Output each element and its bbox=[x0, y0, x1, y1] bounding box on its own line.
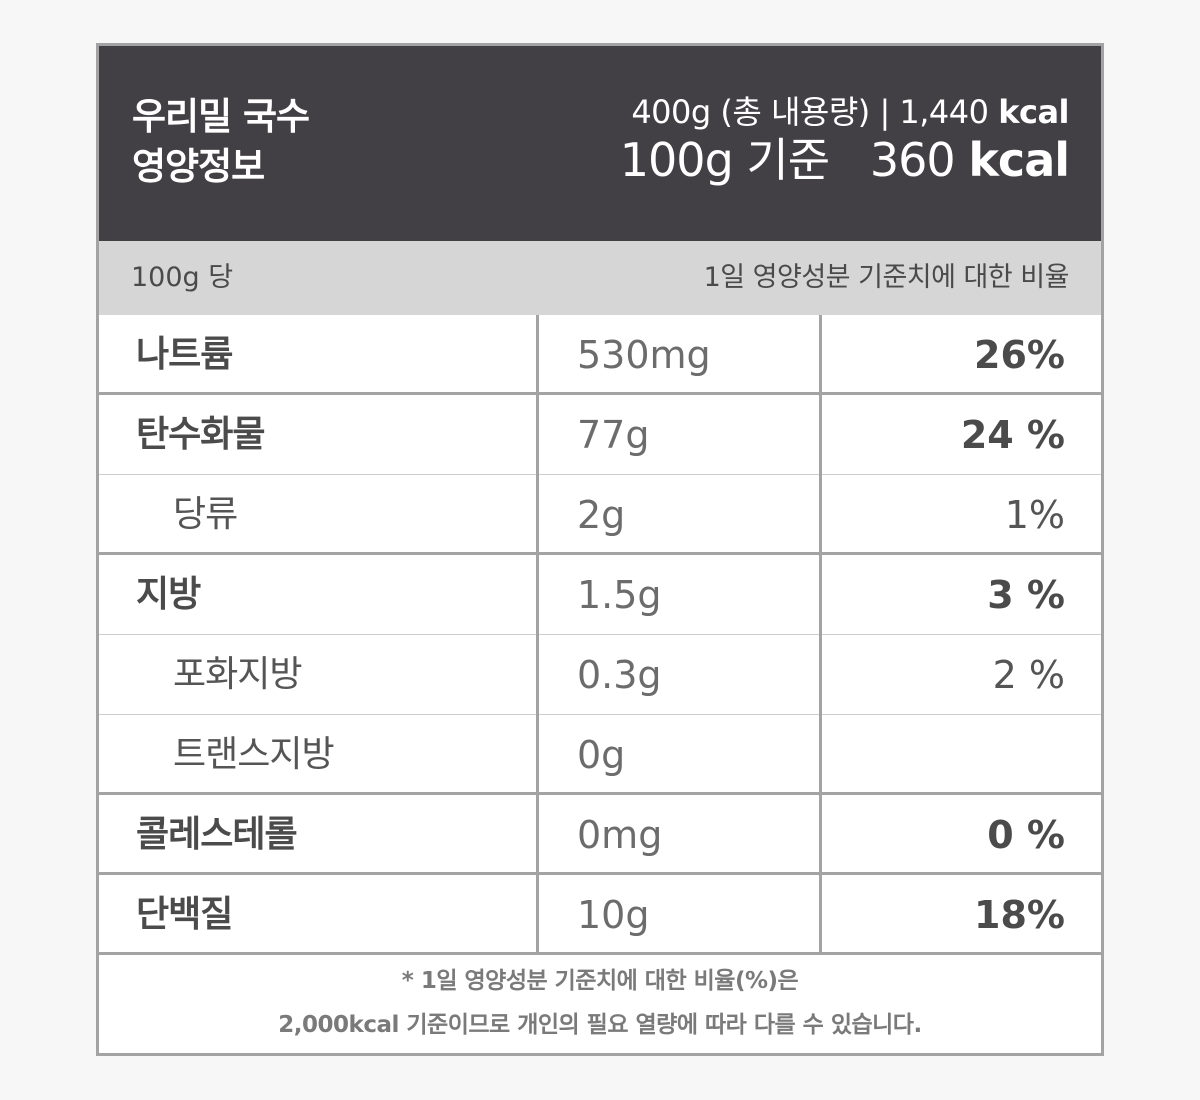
nutrient-name: 트랜스지방 bbox=[173, 734, 335, 775]
nutrient-row-fat: 지방 1.5g 3 % bbox=[99, 555, 1101, 635]
nutrient-percent: 18% bbox=[974, 893, 1065, 937]
nutrient-amount: 2g bbox=[577, 493, 626, 537]
nutrition-header: 우리밀 국수 영양정보 400g (총 내용량) | 1,440 kcal 10… bbox=[99, 46, 1101, 241]
nutrient-row-saturated-fat: 포화지방 0.3g 2 % bbox=[99, 635, 1101, 715]
nutrient-name: 나트륨 bbox=[136, 334, 233, 375]
per100g-calories-unit: kcal bbox=[968, 133, 1070, 187]
column-subheader: 100g 당 1일 영양성분 기준치에 대한 비율 bbox=[99, 241, 1101, 315]
footnote-line: 2,000kcal 기준이므로 개인의 필요 열량에 따라 다를 수 있습니다. bbox=[278, 1012, 922, 1038]
nutrient-row-sugars: 당류 2g 1% bbox=[99, 475, 1101, 555]
product-subtitle: 영양정보 bbox=[132, 145, 265, 188]
column-divider bbox=[536, 315, 539, 955]
nutrient-row-cholesterol: 콜레스테롤 0mg 0 % bbox=[99, 795, 1101, 875]
nutrient-name: 포화지방 bbox=[173, 654, 302, 695]
nutrient-percent: 26% bbox=[974, 333, 1065, 377]
nutrient-name: 단백질 bbox=[136, 894, 233, 935]
nutrient-row-sodium: 나트륨 530mg 26% bbox=[99, 315, 1101, 395]
nutrient-percent: 3 % bbox=[987, 573, 1065, 617]
nutrient-name: 콜레스테롤 bbox=[136, 814, 298, 855]
product-name: 우리밀 국수 bbox=[132, 95, 310, 138]
per-100g-label: 100g 당 bbox=[131, 262, 234, 293]
total-calories: 400g (총 내용량) | 1,440 kcal bbox=[620, 92, 1069, 132]
nutrient-amount: 0g bbox=[577, 733, 626, 777]
per100g-calories-value: 100g 기준 360 bbox=[619, 133, 956, 187]
footnote: * 1일 영양성분 기준치에 대한 비율(%)은 2,000kcal 기준이므로… bbox=[99, 955, 1101, 1053]
product-title: 우리밀 국수 영양정보 bbox=[132, 92, 310, 192]
daily-value-label: 1일 영양성분 기준치에 대한 비율 bbox=[703, 262, 1070, 293]
nutrient-amount: 530mg bbox=[577, 333, 711, 377]
column-divider bbox=[819, 315, 822, 955]
nutrient-row-trans-fat: 트랜스지방 0g bbox=[99, 715, 1101, 795]
nutrient-amount: 1.5g bbox=[577, 573, 662, 617]
total-calories-value: 400g (총 내용량) | 1,440 bbox=[631, 93, 989, 131]
nutrient-amount: 77g bbox=[577, 413, 650, 457]
nutrient-name: 당류 bbox=[173, 494, 238, 535]
total-calories-unit: kcal bbox=[998, 93, 1069, 131]
nutrient-percent: 2 % bbox=[992, 653, 1065, 697]
nutrient-amount: 10g bbox=[577, 893, 650, 937]
nutrient-amount: 0.3g bbox=[577, 653, 662, 697]
nutrient-name: 지방 bbox=[136, 574, 201, 615]
nutrient-row-protein: 단백질 10g 18% bbox=[99, 875, 1101, 955]
nutrient-percent: 1% bbox=[1004, 493, 1065, 537]
nutrition-facts-panel: 우리밀 국수 영양정보 400g (총 내용량) | 1,440 kcal 10… bbox=[96, 43, 1104, 1056]
nutrient-percent: 24 % bbox=[960, 413, 1065, 457]
nutrient-row-carbohydrate: 탄수화물 77g 24 % bbox=[99, 395, 1101, 475]
nutrient-amount: 0mg bbox=[577, 813, 663, 857]
nutrient-percent: 0 % bbox=[987, 813, 1065, 857]
nutrient-name: 탄수화물 bbox=[136, 414, 265, 455]
calorie-info: 400g (총 내용량) | 1,440 kcal 100g 기준 360 kc… bbox=[619, 92, 1070, 188]
nutrient-table: 나트륨 530mg 26% 탄수화물 77g 24 % 당류 2g 1% 지방 … bbox=[99, 315, 1101, 955]
per100g-calories: 100g 기준 360 kcal bbox=[619, 132, 1070, 188]
footnote-line: * 1일 영양성분 기준치에 대한 비율(%)은 bbox=[401, 968, 799, 994]
